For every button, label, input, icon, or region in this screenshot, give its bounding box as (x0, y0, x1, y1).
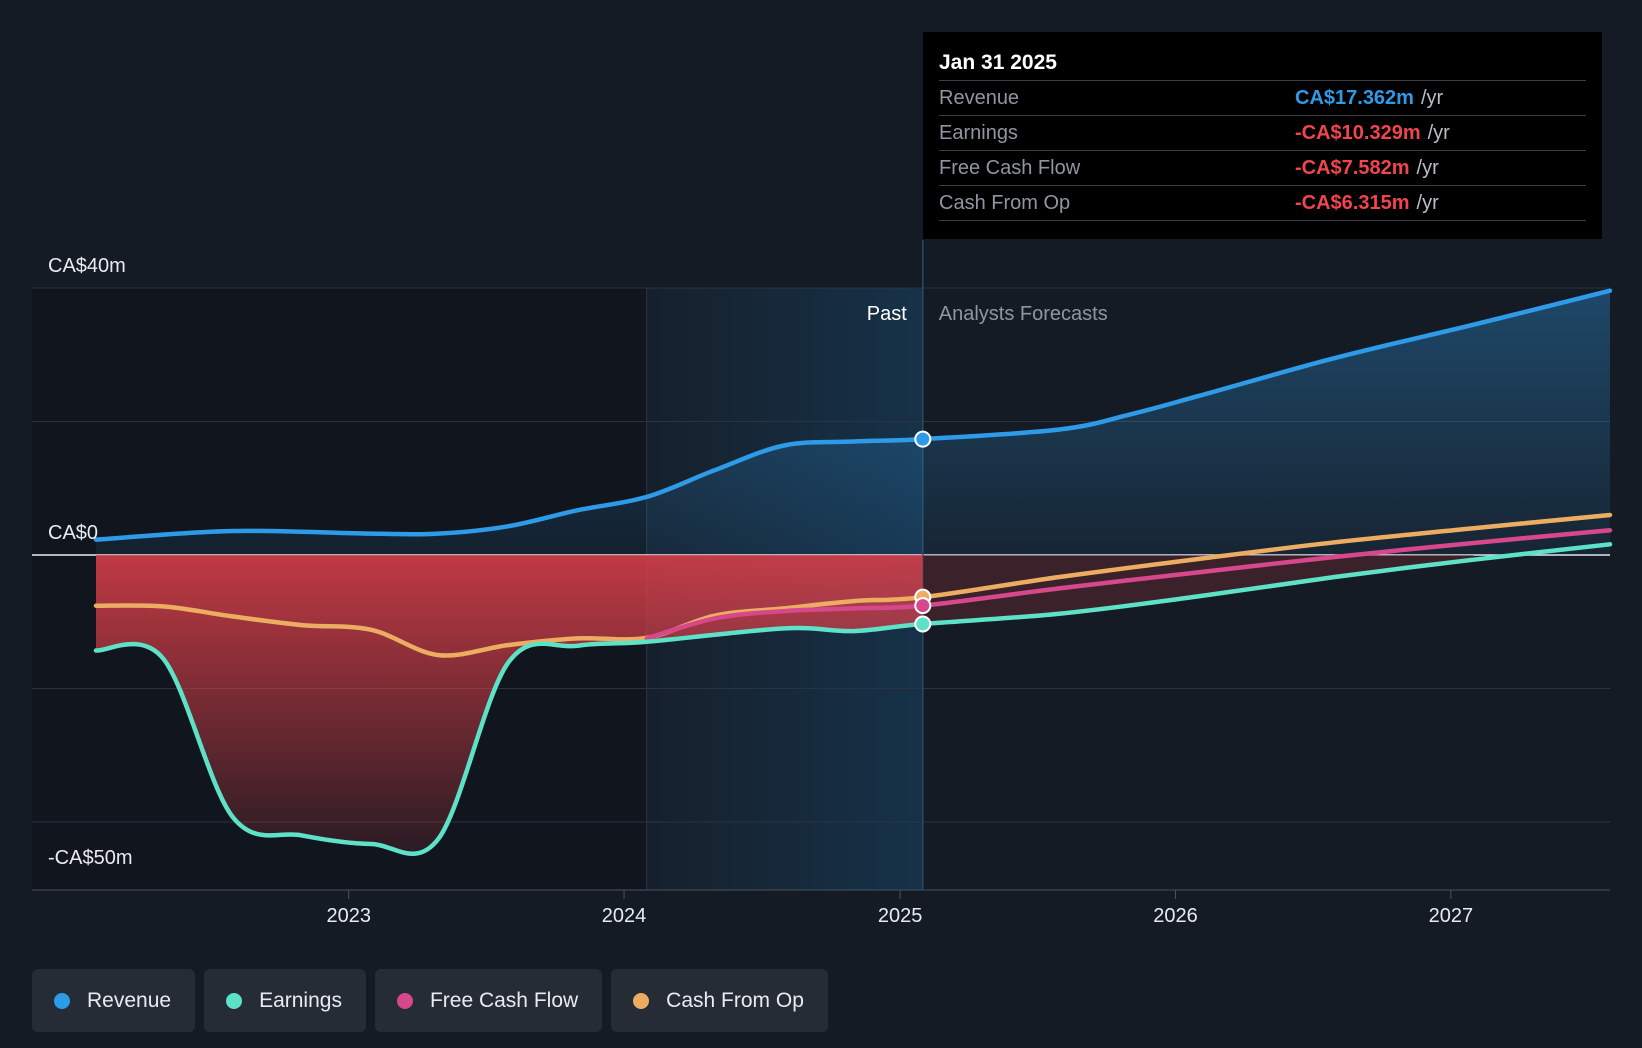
tooltip-row-cash-from-op: Cash From Op -CA$6.315m /yr (939, 186, 1586, 221)
tooltip-value: -CA$6.315m (1295, 192, 1410, 214)
tooltip-row-free-cash-flow: Free Cash Flow -CA$7.582m /yr (939, 151, 1586, 186)
revenue-area (96, 290, 1610, 555)
legend-label: Revenue (87, 988, 172, 1012)
legend-item-revenue[interactable]: Revenue (32, 969, 196, 1032)
earnings-line (93, 542, 1613, 856)
revenue-marker (914, 430, 932, 448)
tooltip-value: CA$17.362m (1295, 87, 1414, 109)
y-axis-label: CA$40m (48, 255, 126, 277)
y-axis-label: CA$0 (48, 522, 98, 544)
tooltip-unit: /yr (1416, 157, 1439, 179)
legend-item-free-cash-flow[interactable]: Free Cash Flow (374, 969, 603, 1032)
x-tick-label: 2023 (326, 905, 371, 927)
free-cash-flow-marker (914, 597, 932, 615)
tooltip-unit: /yr (1416, 192, 1439, 214)
tooltip-value: -CA$10.329m (1295, 122, 1421, 144)
x-tick-label: 2026 (1153, 905, 1198, 927)
revenue-line (93, 288, 1613, 542)
tooltip-unit: /yr (1427, 122, 1450, 144)
legend-item-cash-from-op[interactable]: Cash From Op (611, 969, 828, 1032)
earnings-dot-icon (226, 992, 243, 1009)
free-cash-flow-line (644, 528, 1613, 641)
legend: Revenue Earnings Free Cash Flow Cash Fro… (32, 969, 828, 1032)
tooltip-label: Earnings (939, 122, 1018, 144)
tooltip-label: Cash From Op (939, 192, 1071, 214)
x-tick-label: 2027 (1429, 905, 1474, 927)
y-axis-label: -CA$50m (48, 847, 132, 869)
tooltip-label: Revenue (939, 87, 1020, 109)
past-label: Past (867, 303, 907, 325)
x-tick-label: 2024 (602, 905, 647, 927)
legend-item-earnings[interactable]: Earnings (204, 969, 366, 1032)
legend-label: Earnings (259, 988, 342, 1012)
legend-label: Free Cash Flow (429, 988, 579, 1012)
cash-from-op-line (93, 512, 1613, 658)
earnings-marker (914, 615, 932, 633)
tooltip-row-earnings: Earnings -CA$10.329m /yr (939, 116, 1586, 151)
free-cash-flow-dot-icon (396, 992, 413, 1009)
forecast-label: Analysts Forecasts (939, 303, 1108, 325)
tooltip-date: Jan 31 2025 (939, 46, 1586, 81)
x-tick-label: 2025 (878, 905, 923, 927)
earnings-negative-area (96, 555, 923, 854)
tooltip-label: Free Cash Flow (939, 157, 1081, 179)
legend-label: Cash From Op (666, 988, 804, 1012)
cash-from-op-dot-icon (633, 992, 650, 1009)
tooltip-row-revenue: Revenue CA$17.362m /yr (939, 81, 1586, 116)
earnings-forecast-area (922, 555, 1474, 624)
tooltip-unit: /yr (1420, 87, 1444, 109)
tooltip-panel: Jan 31 2025 Revenue CA$17.362m /yr Earni… (923, 32, 1602, 239)
revenue-dot-icon (54, 992, 70, 1009)
tooltip-value: -CA$7.582m (1295, 157, 1410, 179)
